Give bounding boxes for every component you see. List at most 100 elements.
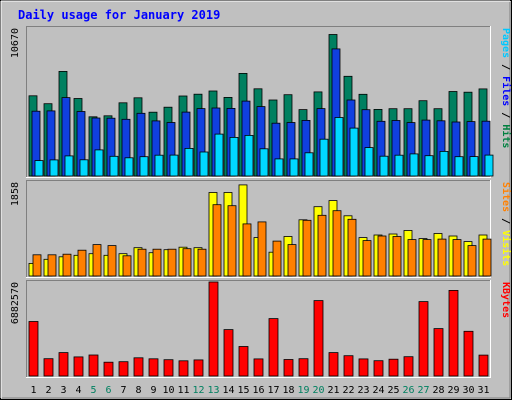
bar-kbytes-day-9: [148, 358, 159, 377]
legend-bottom: KBytes: [500, 282, 511, 318]
bar-pages-day-30: [469, 156, 479, 177]
y-max-label-bottom: 6882570: [10, 282, 21, 324]
bar-sites-day-15: [242, 223, 252, 277]
bar-sites-day-26: [407, 239, 417, 277]
bar-sites-day-9: [152, 248, 162, 277]
bar-sites-day-3: [62, 253, 72, 277]
bar-sites-day-30: [467, 245, 477, 277]
bar-sites-day-8: [137, 248, 147, 277]
chart-panels: 10670 Pages / Files / Hits 1858 Sites / Vis…: [10, 26, 512, 378]
bar-sites-day-19: [302, 219, 312, 277]
bar-pages-day-14: [229, 136, 239, 177]
bar-pages-day-27: [424, 155, 434, 177]
x-tick-label: 2: [45, 385, 51, 396]
bar-pages-day-17: [274, 158, 284, 177]
x-tick-label: 3: [60, 385, 66, 396]
x-tick-label: 25: [387, 385, 399, 396]
bar-pages-day-15: [244, 134, 254, 177]
bar-pages-day-10: [169, 154, 179, 177]
bar-kbytes-day-23: [358, 358, 369, 377]
bar-pages-day-16: [259, 148, 269, 177]
bar-sites-day-7: [122, 255, 132, 277]
bar-pages-day-21: [334, 117, 344, 177]
x-tick-label: 30: [462, 385, 474, 396]
x-tick-label: 5: [90, 385, 96, 396]
bar-pages-day-6: [109, 155, 119, 177]
x-tick-label: 14: [222, 385, 234, 396]
bar-kbytes-day-16: [253, 358, 264, 377]
bar-kbytes-day-22: [343, 355, 354, 377]
bar-kbytes-day-17: [268, 318, 279, 377]
panel-top: 10670 Pages / Files / Hits: [10, 26, 512, 178]
bar-kbytes-day-2: [43, 358, 54, 377]
x-tick-label: 28: [432, 385, 444, 396]
bar-kbytes-day-27: [418, 301, 429, 377]
bar-sites-day-31: [482, 238, 492, 277]
bar-kbytes-day-31: [478, 354, 489, 377]
x-tick-label: 11: [177, 385, 189, 396]
bar-sites-day-16: [257, 221, 267, 277]
x-tick-label: 18: [282, 385, 294, 396]
x-tick-label: 15: [237, 385, 249, 396]
bar-kbytes-day-6: [103, 361, 114, 377]
x-tick-label: 13: [207, 385, 219, 396]
bar-pages-day-31: [484, 154, 494, 177]
legend-entry: Sites: [500, 182, 512, 212]
bar-kbytes-day-29: [448, 289, 459, 377]
bar-kbytes-day-13: [208, 281, 219, 377]
x-tick-label: 9: [150, 385, 156, 396]
bar-sites-day-25: [392, 236, 402, 277]
bar-pages-day-1: [34, 160, 44, 177]
bar-pages-day-13: [214, 133, 224, 177]
x-tick-label: 23: [357, 385, 369, 396]
x-tick-label: 27: [417, 385, 429, 396]
y-max-label-top: 10670: [10, 28, 21, 58]
bar-pages-day-9: [154, 154, 164, 177]
bar-sites-day-28: [437, 238, 447, 277]
legend-entry: /: [500, 106, 511, 124]
bar-pages-day-4: [79, 159, 89, 177]
bar-sites-day-1: [32, 254, 42, 277]
x-tick-label: 22: [342, 385, 354, 396]
bar-sites-day-18: [287, 244, 297, 277]
bar-kbytes-day-14: [223, 329, 234, 377]
bar-kbytes-day-15: [238, 346, 249, 377]
bar-kbytes-day-26: [403, 356, 414, 377]
bar-sites-day-10: [167, 248, 177, 277]
bar-sites-day-11: [182, 248, 192, 277]
bar-sites-day-6: [107, 245, 117, 277]
x-tick-label: 12: [192, 385, 204, 396]
x-axis-day-labels: 1 2 3 4 5 6 7 8 9 10 11 12 13 14 15 16 17 18 19 20 21 22 23 24 2…: [30, 385, 489, 396]
bar-pages-day-3: [64, 155, 74, 177]
legend-entry: Pages: [500, 28, 511, 58]
bar-sites-day-2: [47, 254, 57, 277]
bar-pages-day-23: [364, 147, 374, 177]
x-tick-label: 6: [105, 385, 111, 396]
bar-kbytes-day-4: [73, 356, 84, 377]
bar-pages-day-7: [124, 157, 134, 177]
panel-middle: 1858 Sites / Visits: [10, 180, 512, 278]
bar-pages-day-19: [304, 152, 314, 177]
bar-pages-day-12: [199, 151, 209, 177]
bar-kbytes-day-30: [463, 330, 474, 377]
bar-kbytes-day-25: [388, 358, 399, 377]
bar-pages-day-18: [289, 158, 299, 177]
bar-sites-day-5: [92, 244, 102, 277]
x-tick-label: 17: [267, 385, 279, 396]
bar-sites-day-21: [332, 210, 342, 277]
x-tick-label: 26: [402, 385, 414, 396]
x-tick-label: 24: [372, 385, 384, 396]
x-tick-label: 20: [312, 385, 324, 396]
bar-sites-day-20: [317, 214, 327, 277]
bar-sites-day-13: [212, 204, 222, 277]
x-tick-label: 10: [162, 385, 174, 396]
bar-pages-day-29: [454, 156, 464, 177]
x-tick-label: 7: [120, 385, 126, 396]
chart-title: Daily usage for January 2019: [18, 8, 220, 22]
x-tick-label: 29: [447, 385, 459, 396]
bar-sites-day-22: [347, 218, 357, 277]
legend-entry: Hits: [500, 124, 512, 148]
legend-entry: Visits: [500, 230, 512, 266]
bar-kbytes-day-5: [88, 354, 99, 377]
